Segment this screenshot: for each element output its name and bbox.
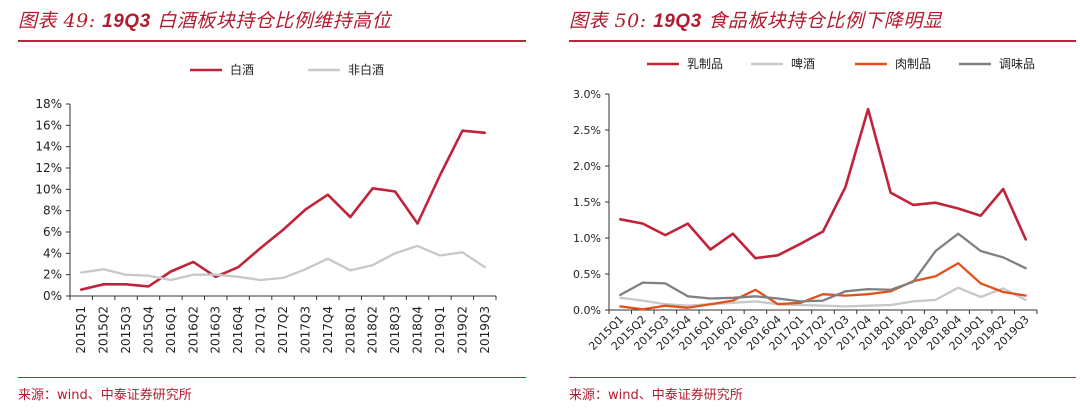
right-line-chart: 乳制品 啤酒 肉制品 调味品0.0%0.5%1.0%1.5%2.0%2.5%3.0%2… xyxy=(573,56,1038,353)
series-line-3 xyxy=(619,232,1027,303)
x-tick-label-2: 2015Q3 xyxy=(119,306,133,354)
x-tick-label-7: 2016Q4 xyxy=(231,306,245,354)
y-tick-label-3: 6% xyxy=(43,225,62,239)
series-line-1 xyxy=(80,244,486,282)
y-tick-label-8: 16% xyxy=(35,118,62,132)
right-source-note: 来源：wind、中泰证券研究所 xyxy=(569,388,743,403)
legend-label-1: 非白酒 xyxy=(348,62,384,77)
left-panel: 图表 49: 19Q3 白酒板块持仓比例维持高位 白酒 非白酒 0% 2% 4% 6% 8%… xyxy=(0,0,530,409)
y-tick-label-2: 4% xyxy=(43,246,62,260)
x-tick-label-13: 2018Q2 xyxy=(366,306,380,354)
x-tick-label-18: 2019Q3 xyxy=(478,306,492,354)
legend-label-2: 肉制品 xyxy=(895,57,931,71)
legend-label-3: 调味品 xyxy=(999,57,1035,71)
x-tick-label-9: 2017Q2 xyxy=(276,306,290,354)
series-line-2 xyxy=(619,262,1027,311)
x-tick-label-15: 2018Q4 xyxy=(411,306,425,354)
right-title-rest: 食品板块持仓比例下降明显 xyxy=(708,10,943,32)
y-tick-label-2: 1.0% xyxy=(573,232,601,245)
left-source-rule xyxy=(18,377,526,378)
y-tick-label-1: 0.5% xyxy=(573,268,601,281)
right-title-prefix: 图表 50: xyxy=(569,10,647,32)
series-line-0 xyxy=(79,129,487,291)
right-title-rule xyxy=(569,40,1076,42)
left-title-rest: 白酒板块持仓比例维持高位 xyxy=(157,10,392,32)
left-source-note: 来源：wind、中泰证券研究所 xyxy=(18,388,192,403)
x-tick-label-11: 2017Q4 xyxy=(321,306,335,354)
right-source-rule xyxy=(569,377,1076,378)
legend-label-0: 乳制品 xyxy=(687,57,723,71)
y-tick-label-0: 0% xyxy=(43,289,62,303)
x-tick-label-14: 2018Q3 xyxy=(388,306,402,354)
x-tick-label-3: 2015Q4 xyxy=(141,306,155,354)
legend-label-1: 啤酒 xyxy=(791,56,815,71)
left-figure-title: 图表 49: 19Q3 白酒板块持仓比例维持高位 xyxy=(18,6,391,33)
series-line-1 xyxy=(619,286,1027,308)
y-tick-label-4: 2.0% xyxy=(573,160,601,173)
x-tick-label-1: 2015Q2 xyxy=(97,306,111,354)
y-tick-label-3: 1.5% xyxy=(573,196,601,209)
x-tick-label-4: 2016Q1 xyxy=(164,306,178,354)
y-tick-label-5: 2.5% xyxy=(573,124,601,137)
y-tick-label-5: 10% xyxy=(35,182,62,196)
y-tick-label-6: 3.0% xyxy=(573,88,601,101)
y-tick-label-6: 12% xyxy=(35,161,62,175)
left-title-bold: 19Q3 xyxy=(102,11,151,32)
y-tick-label-7: 14% xyxy=(35,140,62,154)
y-tick-label-9: 18% xyxy=(35,97,62,111)
left-line-chart: 白酒 非白酒 0% 2% 4% 6% 8% 10% 12% 14% 16% 18% 2015Q1 2015… xyxy=(35,62,497,354)
y-tick-label-0: 0.0% xyxy=(573,304,601,317)
x-tick-label-8: 2017Q1 xyxy=(254,306,268,354)
y-tick-label-4: 8% xyxy=(43,204,62,218)
right-panel: 图表 50: 19Q3 食品板块持仓比例下降明显 乳制品 啤酒 肉制品 调味品 0.0%… xyxy=(551,0,1080,409)
left-title-rule xyxy=(18,40,526,42)
legend-label-0: 白酒 xyxy=(230,62,254,77)
right-figure-title: 图表 50: 19Q3 食品板块持仓比例下降明显 xyxy=(569,6,942,33)
right-title-bold: 19Q3 xyxy=(653,11,702,32)
x-tick-label-6: 2016Q3 xyxy=(209,306,223,354)
x-tick-label-0: 2015Q1 xyxy=(74,306,88,354)
x-tick-label-17: 2019Q2 xyxy=(455,306,469,354)
left-title-prefix: 图表 49: xyxy=(18,10,96,32)
series-line-0 xyxy=(619,107,1028,260)
x-tick-label-16: 2019Q1 xyxy=(433,306,447,354)
x-tick-label-10: 2017Q3 xyxy=(298,306,312,354)
x-tick-label-5: 2016Q2 xyxy=(186,306,200,354)
y-tick-label-1: 2% xyxy=(43,268,62,282)
x-tick-label-12: 2018Q1 xyxy=(343,306,357,354)
